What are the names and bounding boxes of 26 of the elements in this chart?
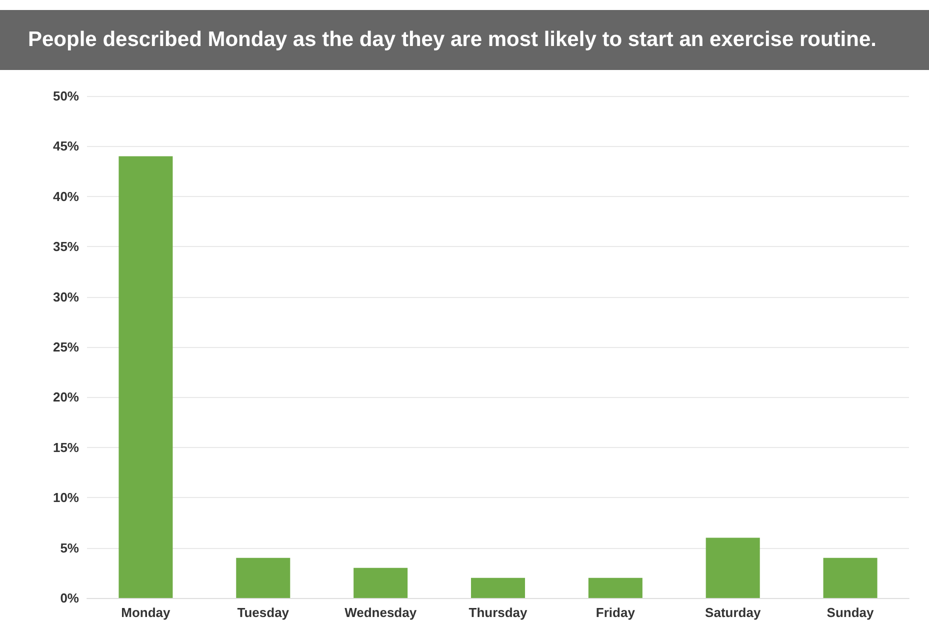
bar [236,558,290,598]
bar [470,578,526,598]
y-tick-label: 10% [52,490,80,506]
y-tick-label: 45% [52,138,80,154]
x-tick-label: Monday [121,605,172,620]
chart-title: People described Monday as the day they are most likely to start an exercise routine. [0,10,929,70]
x-tick-label: Saturday [705,605,762,620]
x-tick-label: Wednesday [344,605,418,620]
x-tick-label: Friday [596,605,636,620]
y-tick-label: 50% [52,88,80,104]
bar [118,156,173,598]
y-tick-label: 15% [52,440,80,455]
y-tick-label: 40% [52,188,80,204]
x-tick-label: Sunday [826,605,875,620]
x-tick-label: Tuesday [237,605,290,620]
x-tick-label: Thursday [468,605,528,620]
bar [588,578,642,598]
y-tick-label: 30% [52,289,80,304]
bar [354,568,408,598]
bar [823,558,878,598]
y-tick-label: 35% [52,239,80,254]
y-tick-label: 25% [52,340,80,354]
y-tick-label: 5% [60,540,80,556]
y-tick-label: 20% [52,390,80,405]
y-tick-label: 0% [60,590,80,606]
bar [706,538,760,598]
